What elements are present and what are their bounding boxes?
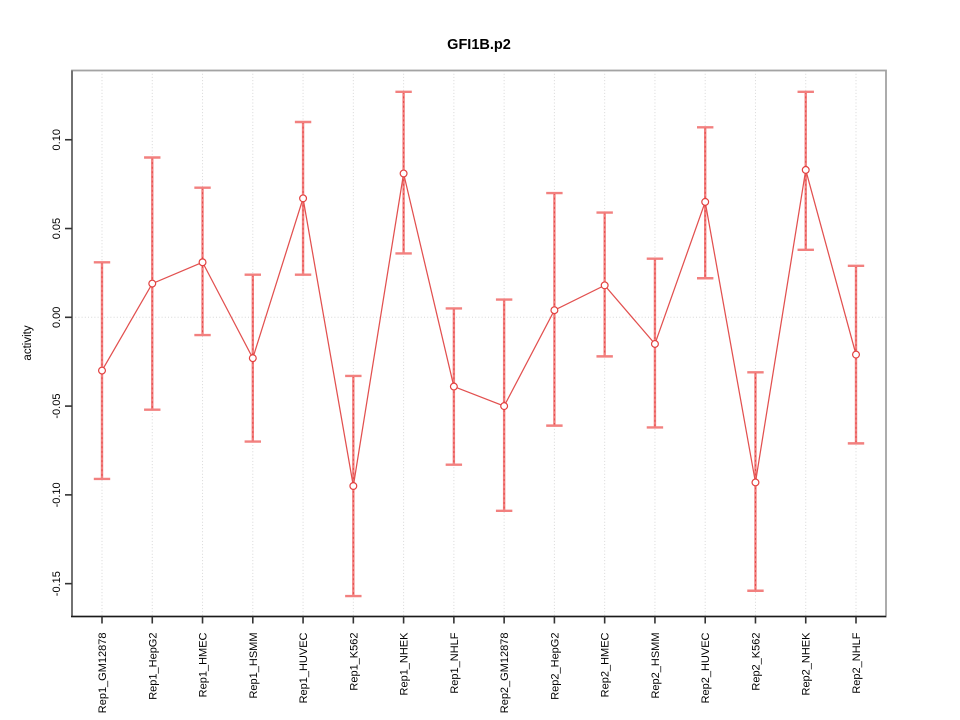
data-point-marker <box>801 165 810 174</box>
y-tick-label: 0.10 <box>51 129 63 150</box>
data-point-marker <box>701 197 710 206</box>
y-tick-label: -0.10 <box>51 482 63 507</box>
x-tick-label: Rep2_HUVEC <box>700 632 712 703</box>
data-point-marker <box>97 366 106 375</box>
data-points-layer <box>97 165 860 490</box>
data-point-marker <box>751 478 760 487</box>
data-point-marker <box>349 481 358 490</box>
data-point-marker <box>399 169 408 178</box>
y-tick-label: 0.00 <box>51 307 63 328</box>
x-tick-label: Rep2_GM12878 <box>499 633 511 714</box>
y-tick-label: 0.05 <box>51 218 63 239</box>
plot-border <box>71 69 887 618</box>
x-tick-label: Rep2_NHEK <box>801 632 813 696</box>
gridlines-layer <box>72 70 886 617</box>
x-tick-label: Rep2_HepG2 <box>549 633 561 700</box>
data-point-marker <box>851 350 860 359</box>
chart-title: GFI1B.p2 <box>447 37 511 53</box>
y-tick-label: -0.05 <box>51 394 63 419</box>
data-point-marker <box>550 306 559 315</box>
y-tick-label: -0.15 <box>51 571 63 596</box>
series-line <box>101 169 857 487</box>
y-axis-title: activity <box>22 325 34 360</box>
data-point-marker <box>500 402 509 411</box>
data-point-marker <box>650 339 659 348</box>
x-tick-label: Rep2_HSMM <box>650 633 662 699</box>
x-tick-label: Rep1_HepG2 <box>147 633 159 700</box>
x-tick-label: Rep2_K562 <box>750 633 762 691</box>
x-tick-label: Rep1_NHEK <box>399 632 411 696</box>
x-tick-label: Rep2_HMEC <box>600 632 612 697</box>
data-point-marker <box>299 194 308 203</box>
x-tick-label: Rep2_NHLF <box>851 632 863 693</box>
series-line-layer <box>101 169 857 487</box>
x-tick-label: Rep1_HMEC <box>198 632 210 697</box>
data-point-marker <box>248 354 257 363</box>
x-tick-label: Rep1_K562 <box>348 633 360 691</box>
data-point-marker <box>449 382 458 391</box>
x-tick-label: Rep1_HSMM <box>248 633 260 699</box>
axes-layer: -0.15 -0.10 -0.05 0.00 0.05 0.10 Rep1_GM12878 R… <box>51 69 887 714</box>
x-tick-label: Rep1_GM12878 <box>97 633 109 714</box>
x-tick-label: Rep1_NHLF <box>449 632 461 693</box>
data-point-marker <box>198 258 207 267</box>
data-point-marker <box>148 279 157 288</box>
data-point-marker <box>600 281 609 290</box>
x-tick-label: Rep1_HUVEC <box>298 632 310 703</box>
error-bars-layer <box>93 90 865 598</box>
